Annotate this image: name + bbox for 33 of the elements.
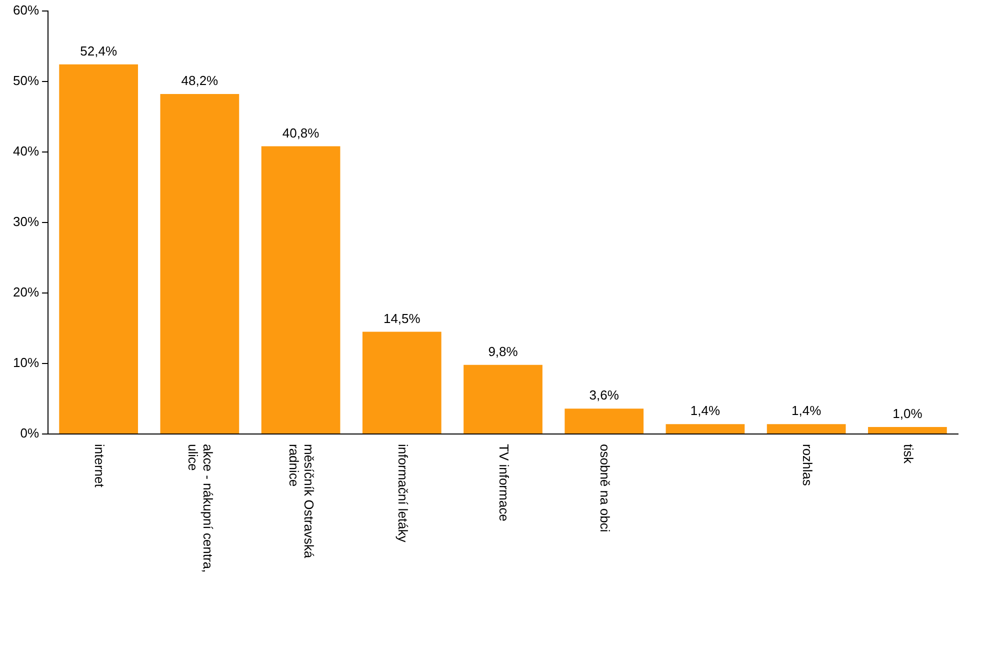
y-tick-label: 10%	[12, 355, 40, 370]
data-label: 48,2%	[181, 73, 219, 88]
data-label: 52,4%	[80, 43, 118, 58]
bar	[766, 424, 846, 434]
x-tick-label: tisk	[900, 444, 916, 464]
bar	[666, 424, 745, 434]
bar	[261, 146, 340, 434]
x-tick-label: akce - nákupní centra, ulice	[186, 444, 216, 573]
data-label: 40,8%	[282, 125, 320, 140]
x-tick-label: TV informace	[496, 444, 512, 522]
data-label: 1,4%	[690, 403, 720, 418]
data-label: 9,8%	[488, 344, 518, 359]
y-tick-label: 30%	[12, 214, 40, 229]
x-tick-label: osobně na obci	[598, 444, 613, 532]
y-tick-label: 0%	[20, 426, 40, 441]
y-tick-label: 40%	[12, 143, 40, 158]
data-label: 1,0%	[892, 406, 923, 422]
bar	[59, 64, 138, 434]
data-label: 14,5%	[383, 310, 421, 326]
data-label: 1,4%	[792, 403, 822, 418]
y-tick-label: 20%	[12, 284, 40, 300]
y-tick-label: 50%	[12, 72, 40, 88]
x-tick-label: internet	[92, 444, 107, 488]
x-tick-label: měsíčník Ostravská radnice	[286, 444, 317, 559]
y-tick-label: 60%	[12, 2, 40, 18]
bar	[868, 426, 947, 434]
bar	[160, 94, 240, 434]
x-tick-label: rozhlas	[800, 444, 815, 486]
bar	[564, 408, 644, 434]
bar	[362, 332, 442, 434]
x-tick-label: informační letáky	[395, 444, 410, 543]
data-label: 3,6%	[589, 388, 620, 403]
bar	[464, 364, 542, 434]
